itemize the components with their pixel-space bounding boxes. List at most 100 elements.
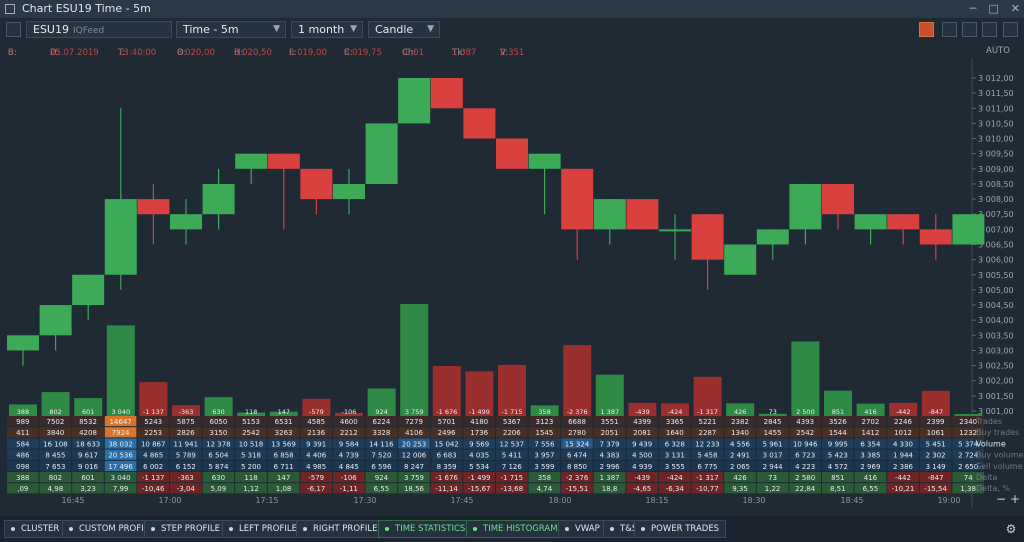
stats-cell-value: 924 [375, 474, 389, 482]
stats-cell-value: 2702 [861, 418, 879, 426]
profile-button-ts[interactable]: T&S [603, 520, 645, 538]
maximize-icon[interactable]: □ [988, 2, 999, 15]
stats-cell [137, 460, 169, 471]
stats-cell [365, 472, 398, 483]
info-key: O: [177, 48, 187, 58]
chevron-down-icon: ▼ [427, 24, 434, 34]
auto-scale-label[interactable]: AUTO [986, 46, 1010, 56]
close-icon[interactable]: ✕ [1010, 2, 1020, 15]
camera-icon[interactable] [962, 22, 977, 37]
stats-cell [333, 449, 365, 460]
stats-cell-value: 2826 [177, 429, 195, 437]
stats-cell [430, 427, 463, 438]
bullet-icon [229, 527, 233, 531]
stats-cell-value: 2 302 [926, 452, 946, 460]
info-key: B: [8, 48, 17, 58]
stats-cell-value: 7,99 [113, 485, 129, 493]
profile-button-right[interactable]: RIGHT PROFILE [296, 520, 385, 538]
stats-cell [659, 438, 691, 449]
histogram-bar [791, 341, 820, 416]
stats-cell [952, 460, 984, 471]
stats-cell-value: 2 650 [958, 463, 978, 471]
stats-cell-value: 426 [733, 474, 747, 482]
stats-cell-value: 7 653 [45, 463, 65, 471]
price-tick-label: 3 010,00 [978, 135, 1014, 144]
symbol-selector[interactable]: ESU19 IQFeed [26, 21, 172, 38]
profile-button-time-statistics[interactable]: TIME STATISTICS [378, 520, 473, 538]
profile-button-left[interactable]: LEFT PROFILE [222, 520, 304, 538]
stats-cell [756, 460, 789, 471]
candle-body [267, 153, 300, 169]
profile-toolbar: CLUSTER CUSTOM PROFILE STEP PROFILE LEFT… [0, 516, 1024, 542]
info-value: 25.07.2019 [50, 48, 99, 58]
stats-cell [854, 483, 887, 494]
info-value: 3 020,00 [177, 48, 215, 58]
plus-icon[interactable]: + [1010, 492, 1020, 506]
stats-cell-value: 3328 [372, 429, 390, 437]
stats-cell-value: 12 006 [402, 452, 427, 460]
stats-cell [430, 449, 463, 460]
histogram-bar [758, 413, 787, 416]
profile-button-step[interactable]: STEP PROFILE [144, 520, 228, 538]
stats-cell [528, 438, 561, 449]
candle-body [104, 199, 137, 275]
stats-cell [430, 438, 463, 449]
stats-cell-value: 15 324 [565, 440, 590, 448]
stats-cell-value: -6,17 [307, 485, 325, 493]
stats-cell-value: 2 944 [763, 463, 784, 471]
candle-body [235, 153, 268, 169]
panel-toggle-icon[interactable] [1003, 22, 1018, 37]
histogram-bar [41, 392, 70, 416]
period-dropdown[interactable]: 1 month ▼ [291, 21, 363, 38]
stats-cell [822, 416, 854, 427]
profile-button-time-histogram[interactable]: TIME HISTOGRAM [466, 520, 565, 538]
stats-cell [919, 472, 952, 483]
stats-row-label: Buy trades [976, 428, 1019, 437]
profile-button-custom[interactable]: CUSTOM PROFILE [62, 520, 161, 538]
histogram-bar [661, 403, 689, 416]
stats-cell-value: -10,21 [892, 485, 915, 493]
gear-icon[interactable]: ⚙ [1005, 522, 1017, 536]
stats-cell [626, 416, 658, 427]
stats-cell [398, 472, 430, 483]
info-key: C: [344, 48, 353, 58]
price-tick-label: 3 012,00 [978, 74, 1014, 83]
price-tick-label: 3 006,50 [978, 241, 1014, 250]
candlestick-chart[interactable]: 3 012,00 3 011,50 3 011,00 3 010,50 3 010,00… [0, 58, 1024, 510]
stats-cell-value: 2253 [144, 429, 162, 437]
price-tick-label: 3 010,50 [978, 119, 1014, 128]
profile-button-vwap[interactable]: VWAP [558, 520, 607, 538]
stats-cell-value: 4 939 [632, 463, 652, 471]
time-tick-label: 19:00 [937, 496, 960, 505]
stats-cell [235, 449, 267, 460]
stats-cell [789, 460, 821, 471]
stats-cell [887, 438, 919, 449]
profile-button-cluster[interactable]: CLUSTER [4, 520, 67, 538]
stats-cell [39, 472, 72, 483]
timeframe-dropdown[interactable]: Time - 5m ▼ [176, 21, 286, 38]
bullet-icon [69, 527, 73, 531]
minus-icon[interactable]: − [996, 492, 1006, 506]
candle-body [300, 168, 333, 200]
stats-cell-value: 3,23 [80, 485, 96, 493]
sidebar-toggle-icon[interactable] [6, 22, 21, 37]
stats-cell-value: 1061 [927, 429, 945, 437]
chart-type-value: Candle [375, 23, 414, 36]
stats-cell-value: -10,46 [142, 485, 165, 493]
gear-icon[interactable] [982, 22, 997, 37]
stats-cell [561, 449, 593, 460]
chart-type-dropdown[interactable]: Candle ▼ [368, 21, 440, 38]
stats-cell-value: 4180 [470, 418, 488, 426]
stats-cell-value: 5 458 [697, 452, 717, 460]
stats-cell-value: -13,68 [501, 485, 524, 493]
time-tick-label: 17:30 [353, 496, 376, 505]
lock-icon[interactable] [942, 22, 957, 37]
minimize-icon[interactable]: ─ [969, 2, 977, 15]
stats-cell [300, 427, 332, 438]
stats-cell-value: 18 633 [76, 440, 101, 448]
profile-button-power-trades[interactable]: POWER TRADES [634, 520, 727, 538]
candle-body [593, 199, 626, 230]
search-icon[interactable] [919, 22, 934, 37]
stats-cell [854, 416, 887, 427]
stats-cell [789, 472, 821, 483]
